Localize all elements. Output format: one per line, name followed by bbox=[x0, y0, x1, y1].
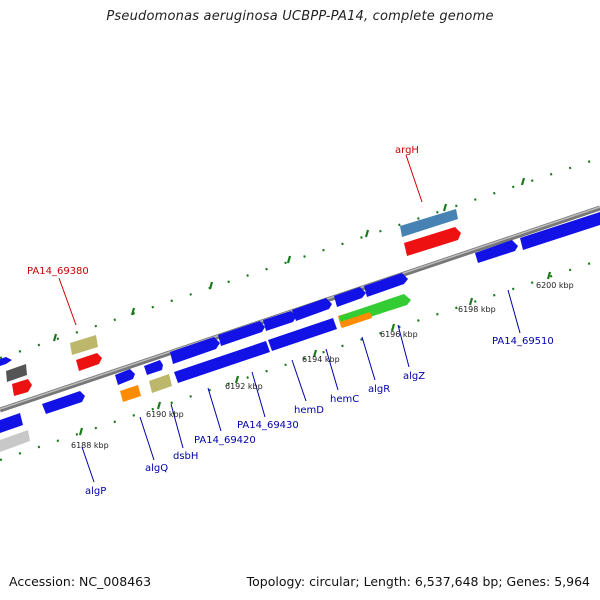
gene-label-algR[interactable]: algR bbox=[368, 384, 390, 395]
gene-arrow[interactable] bbox=[0, 413, 23, 433]
gene-arrow[interactable] bbox=[334, 287, 366, 307]
gene-arrow[interactable] bbox=[174, 341, 270, 383]
label-leader-lines bbox=[58, 154, 521, 483]
map-title: Pseudomonas aeruginosa UCBPP-PA14, compl… bbox=[106, 9, 494, 24]
scale-tick-6196: 6196 kbp bbox=[380, 330, 418, 339]
gene-label-PA14_69510[interactable]: PA14_69510 bbox=[492, 336, 554, 347]
gene-arrow[interactable] bbox=[292, 298, 332, 321]
gene-arrow[interactable] bbox=[76, 353, 102, 371]
gene-label-algZ[interactable]: algZ bbox=[403, 371, 425, 382]
scale-tick-6194: 6194 kbp bbox=[302, 355, 340, 364]
gene-labels: argH PA14_69380 PA14_69510 algZ algR hem… bbox=[27, 145, 554, 497]
gene-arrow[interactable] bbox=[268, 318, 337, 351]
gene-arrow[interactable] bbox=[149, 374, 172, 393]
gene-label-PA14_69430[interactable]: PA14_69430 bbox=[237, 420, 299, 431]
genome-summary-text: Topology: circular; Length: 6,537,648 bp… bbox=[246, 574, 590, 589]
gene-arrow[interactable] bbox=[400, 209, 458, 237]
scale-major-ticks bbox=[52, 177, 552, 436]
gene-arrow[interactable] bbox=[115, 369, 135, 385]
scale-tick-6190: 6190 kbp bbox=[146, 410, 184, 419]
accession-text: Accession: NC_008463 bbox=[9, 574, 152, 589]
gene-arrow[interactable] bbox=[364, 273, 408, 297]
gene-label-argH[interactable]: argH bbox=[395, 145, 419, 156]
gene-arrow[interactable] bbox=[263, 311, 296, 331]
gene-arrow[interactable] bbox=[144, 360, 163, 375]
gene-arrow[interactable] bbox=[0, 357, 12, 366]
gene-arrow[interactable] bbox=[70, 335, 98, 355]
scale-tick-6188: 6188 kbp bbox=[71, 441, 109, 450]
gene-arrow[interactable] bbox=[340, 312, 372, 328]
gene-arrow[interactable] bbox=[475, 240, 518, 263]
gene-arrow[interactable] bbox=[42, 391, 85, 414]
gene-label-hemD[interactable]: hemD bbox=[294, 405, 324, 416]
scale-tick-6198: 6198 kbp bbox=[458, 305, 496, 314]
scale-tick-6192: 6192 kbp bbox=[225, 382, 263, 391]
gene-arrow[interactable] bbox=[170, 337, 220, 364]
gene-arrow[interactable] bbox=[120, 385, 141, 402]
gene-label-PA14_69420[interactable]: PA14_69420 bbox=[194, 435, 256, 446]
scale-tick-6200: 6200 kbp bbox=[536, 281, 574, 290]
gene-label-dsbH[interactable]: dsbH bbox=[173, 451, 198, 462]
gene-arrow[interactable] bbox=[404, 227, 461, 256]
gene-label-algQ[interactable]: algQ bbox=[145, 463, 168, 474]
scale-labels: 6188 kbp 6190 kbp 6192 kbp 6194 kbp 6196… bbox=[71, 281, 574, 450]
gene-features bbox=[0, 209, 600, 452]
gene-label-PA14_69380[interactable]: PA14_69380 bbox=[27, 266, 89, 277]
gene-arrow[interactable] bbox=[218, 321, 265, 346]
gene-label-algP[interactable]: algP bbox=[85, 486, 106, 497]
gene-arrow[interactable] bbox=[6, 364, 27, 382]
gene-arrow[interactable] bbox=[0, 430, 30, 452]
genome-map: 6188 kbp 6190 kbp 6192 kbp 6194 kbp 6196… bbox=[0, 145, 600, 497]
gene-arrow[interactable] bbox=[12, 379, 32, 396]
gene-arrow[interactable] bbox=[520, 212, 600, 250]
gene-label-hemC[interactable]: hemC bbox=[330, 394, 359, 405]
